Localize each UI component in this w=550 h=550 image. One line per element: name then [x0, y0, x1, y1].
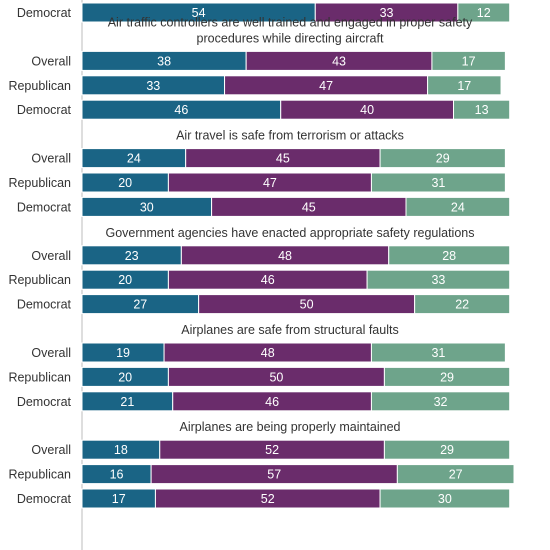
row-label: Republican [8, 176, 71, 190]
data-label: 12 [477, 6, 491, 20]
bar-segment [370, 172, 506, 193]
data-label: 32 [434, 395, 448, 409]
bar-segment [405, 196, 511, 217]
bar-segment [383, 366, 511, 387]
data-label: 20 [118, 370, 132, 384]
bar-segment [370, 391, 511, 412]
data-label: 29 [440, 443, 454, 457]
row-label: Republican [8, 370, 71, 384]
data-label: 46 [261, 273, 275, 287]
bar-segment [431, 50, 506, 71]
panel-title: Air travel is safe from terrorism or att… [176, 129, 404, 143]
row-label: Democrat [17, 298, 72, 312]
panel-title: Air traffic controllers are well trained… [108, 15, 473, 29]
data-label: 46 [174, 103, 188, 117]
row-label: Republican [8, 468, 71, 482]
data-label: 50 [300, 298, 314, 312]
data-label: 28 [442, 249, 456, 263]
row-label: Republican [8, 273, 71, 287]
data-label: 48 [278, 249, 292, 263]
data-label: 24 [127, 152, 141, 166]
row-label: Democrat [17, 103, 72, 117]
panel-title: Airplanes are safe from structural fault… [181, 323, 398, 337]
data-label: 27 [449, 468, 463, 482]
row-label: Overall [31, 54, 71, 68]
data-label: 24 [451, 200, 465, 214]
data-label: 50 [269, 370, 283, 384]
row-label: Democrat [17, 492, 72, 506]
panel-title: Airplanes are being properly maintained [180, 420, 401, 434]
row-label: Republican [8, 79, 71, 93]
data-label: 38 [157, 54, 171, 68]
data-label: 57 [267, 468, 281, 482]
data-label: 21 [120, 395, 134, 409]
panel-title: procedures while directing aircraft [197, 31, 384, 45]
data-label: 27 [133, 298, 147, 312]
data-label: 31 [431, 346, 445, 360]
row-label: Democrat [17, 6, 72, 20]
data-label: 17 [112, 492, 126, 506]
data-label: 43 [332, 54, 346, 68]
data-label: 47 [319, 79, 333, 93]
data-label: 30 [140, 200, 154, 214]
data-label: 23 [125, 249, 139, 263]
bar-segment [379, 488, 511, 509]
bar-segment [427, 75, 502, 96]
row-label: Overall [31, 346, 71, 360]
data-label: 54 [192, 6, 206, 20]
data-label: 33 [380, 6, 394, 20]
row-label: Overall [31, 249, 71, 263]
panel-title: Government agencies have enacted appropr… [106, 226, 475, 240]
row-label: Democrat [17, 200, 72, 214]
bar-segment [453, 99, 511, 120]
data-label: 52 [261, 492, 275, 506]
row-label: Democrat [17, 395, 72, 409]
data-label: 20 [118, 273, 132, 287]
data-label: 45 [302, 200, 316, 214]
data-label: 18 [114, 443, 128, 457]
data-label: 31 [431, 176, 445, 190]
data-label: 22 [455, 298, 469, 312]
data-label: 47 [263, 176, 277, 190]
data-label: 33 [146, 79, 160, 93]
data-label: 33 [431, 273, 445, 287]
data-label: 17 [457, 79, 471, 93]
data-label: 16 [110, 468, 124, 482]
data-label: 46 [265, 395, 279, 409]
row-label: Overall [31, 152, 71, 166]
data-label: 30 [438, 492, 452, 506]
data-label: 17 [462, 54, 476, 68]
bar-segment [457, 2, 511, 23]
data-label: 13 [475, 103, 489, 117]
data-label: 40 [360, 103, 374, 117]
data-label: 29 [440, 370, 454, 384]
data-label: 29 [436, 152, 450, 166]
data-label: 48 [261, 346, 275, 360]
bar-segment [414, 294, 511, 315]
bar-segment [396, 464, 515, 485]
data-label: 19 [116, 346, 130, 360]
bar-segment [388, 245, 511, 266]
data-label: 20 [118, 176, 132, 190]
bar-segment [379, 148, 506, 169]
row-label: Overall [31, 443, 71, 457]
data-label: 52 [265, 443, 279, 457]
bar-segment [370, 342, 506, 363]
data-label: 45 [276, 152, 290, 166]
bar-segment [383, 439, 511, 460]
bar-segment [366, 269, 511, 290]
